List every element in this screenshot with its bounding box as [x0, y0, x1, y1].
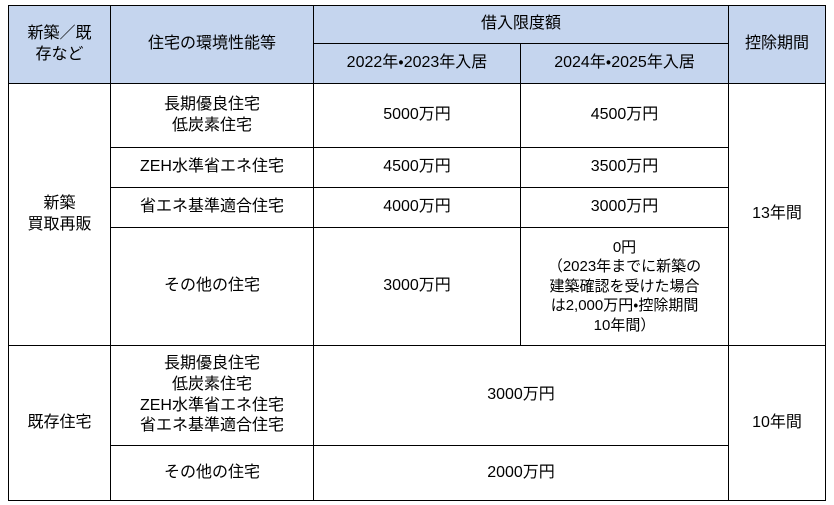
header-period: 控除期間 — [728, 5, 827, 84]
limit-2024-2025-choki-yuryo: 4500万円 — [519, 83, 730, 148]
header-kind: 新築／既 存など — [8, 5, 111, 84]
table-body: 新築 買取再販 長期優良住宅 低炭素住宅 5000万円 4500万円 13年間 … — [8, 83, 827, 501]
limit-2022-2023-choki-yuryo: 5000万円 — [313, 83, 521, 148]
header-row-sub: 2022年・2023年入居 2024年・2025年入居 — [9, 43, 826, 84]
limit-2024-2025-zeh: 3500万円 — [519, 147, 730, 188]
limit-2024-2025-shoene-kijun: 3000万円 — [519, 187, 730, 228]
deduction-limit-table: 新築／既 存など 住宅の環境性能等 借入限度額 控除期間 2022年・2023年… — [8, 5, 827, 501]
limit-2024-2025-sonota-new-note: 0円 （2023年までに新築の 建築確認を受けた場合 は2,000万円・控除期間… — [519, 227, 730, 346]
performance-choki-yuryo: 長期優良住宅 低炭素住宅 — [110, 83, 314, 148]
period-existing: 10年間 — [728, 345, 827, 501]
limit-2022-2023-zeh: 4500万円 — [313, 147, 521, 188]
performance-sonota-existing: その他の住宅 — [110, 445, 314, 501]
table-row: 既存住宅 長期優良住宅 低炭素住宅 ZEH水準省エネ住宅 省エネ基準適合住宅 3… — [8, 345, 827, 501]
header-limit-group: 借入限度額 — [312, 5, 730, 44]
limit-merged-sonota-existing: 2000万円 — [312, 445, 730, 501]
table-row: その他の住宅 2000万円 — [9, 445, 826, 501]
period-new-construction: 13年間 — [728, 83, 827, 346]
header-limit-2024-2025: 2024年・2025年入居 — [519, 43, 730, 84]
table-row: その他の住宅 3000万円 0円 （2023年までに新築の 建築確認を受けた場合… — [9, 227, 826, 346]
table-row: ZEH水準省エネ住宅 4500万円 3500万円 — [9, 147, 826, 188]
limit-merged-existing-eco: 3000万円 — [312, 345, 730, 446]
performance-sonota-new: その他の住宅 — [110, 227, 314, 346]
header-performance: 住宅の環境性能等 — [110, 5, 314, 84]
performance-zeh: ZEH水準省エネ住宅 — [110, 147, 314, 188]
performance-existing-eco-group: 長期優良住宅 低炭素住宅 ZEH水準省エネ住宅 省エネ基準適合住宅 — [110, 345, 314, 446]
table-header: 新築／既 存など 住宅の環境性能等 借入限度額 控除期間 2022年・2023年… — [8, 5, 827, 84]
header-limit-2022-2023: 2022年・2023年入居 — [313, 43, 521, 84]
table-row: 省エネ基準適合住宅 4000万円 3000万円 — [9, 187, 826, 228]
limit-2022-2023-shoene-kijun: 4000万円 — [313, 187, 521, 228]
section-kind-existing: 既存住宅 — [8, 345, 111, 501]
section-kind-new: 新築 買取再販 — [8, 83, 111, 346]
performance-shoene-kijun: 省エネ基準適合住宅 — [110, 187, 314, 228]
header-row-top: 新築／既 存など 住宅の環境性能等 借入限度額 控除期間 — [8, 5, 827, 84]
limit-2022-2023-sonota-new: 3000万円 — [313, 227, 521, 346]
table-row: 新築 買取再販 長期優良住宅 低炭素住宅 5000万円 4500万円 13年間 — [8, 83, 827, 346]
